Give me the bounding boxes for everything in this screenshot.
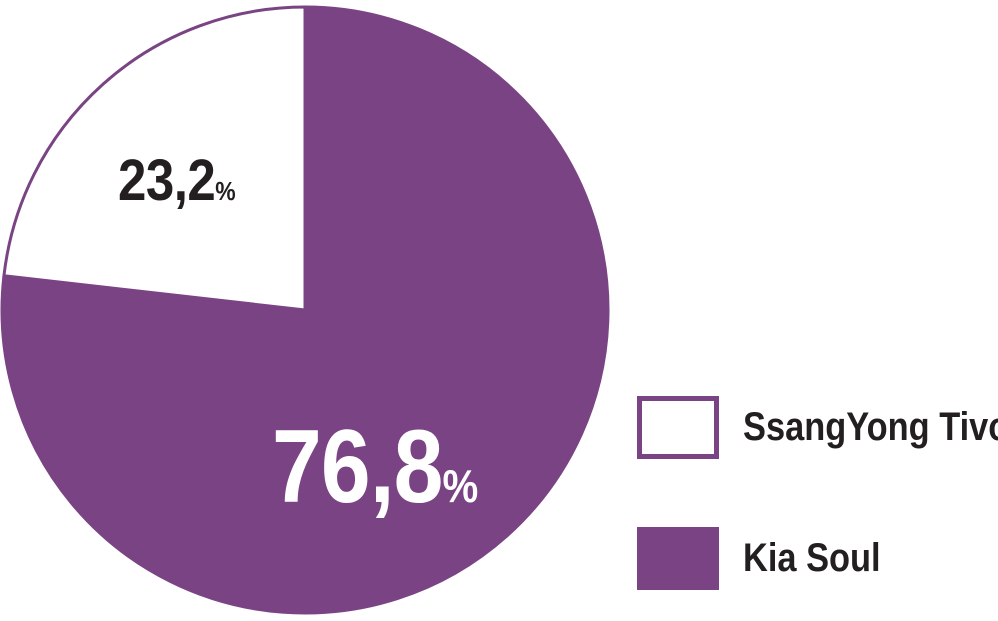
pie-label-kia-soul: 76,8%	[272, 415, 478, 519]
legend-item-ssangyong-tivoli[interactable]: SsangYong Tivoli	[637, 392, 998, 462]
pie-slice-ssangyong-tivoli[interactable]	[2, 5, 307, 312]
pie-label-kia-soul-value: 76,8	[272, 409, 443, 525]
pie-label-ssangyong-tivoli: 23,2%	[118, 152, 236, 210]
legend-swatch-icon-kia-soul	[637, 526, 719, 590]
legend-item-kia-soul[interactable]: Kia Soul	[637, 523, 903, 593]
pie-label-ssangyong-tivoli-percent: %	[215, 176, 236, 206]
legend-label-ssangyong-tivoli: SsangYong Tivoli	[743, 405, 998, 449]
legend-label-kia-soul: Kia Soul	[743, 536, 881, 580]
pie-label-kia-soul-percent: %	[442, 460, 479, 512]
legend-swatch-icon-ssangyong-tivoli	[637, 395, 719, 459]
pie-label-ssangyong-tivoli-value: 23,2	[118, 148, 216, 213]
pie-chart-graphic	[0, 5, 610, 615]
